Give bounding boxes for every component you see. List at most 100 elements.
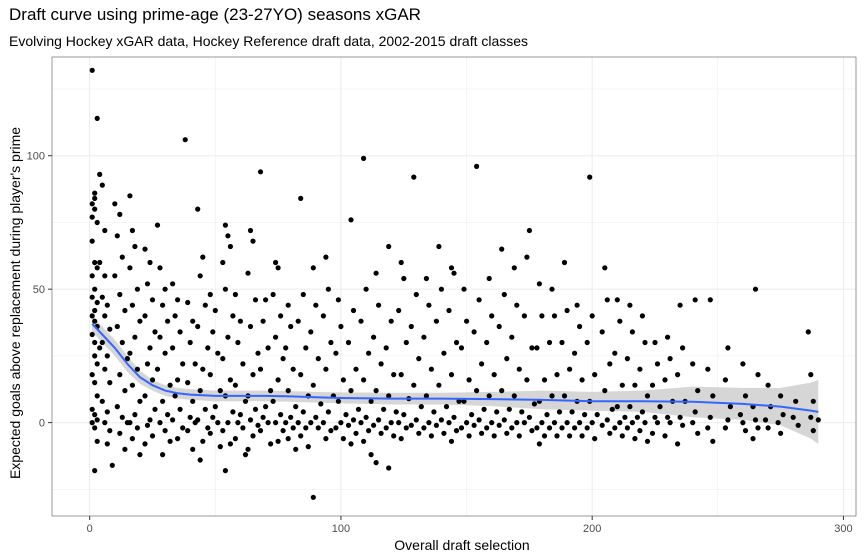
data-point: [225, 420, 231, 426]
data-point: [690, 420, 696, 426]
data-point: [127, 265, 133, 271]
data-point: [386, 465, 392, 471]
x-tick-label: 300: [834, 523, 852, 535]
data-point: [496, 323, 502, 330]
data-point: [242, 452, 249, 458]
data-point: [627, 302, 633, 308]
data-point: [722, 425, 729, 431]
data-point: [323, 366, 329, 372]
data-point: [222, 222, 228, 228]
data-point: [348, 441, 354, 447]
data-point: [255, 350, 261, 356]
data-point: [325, 409, 331, 415]
data-point: [690, 361, 696, 367]
data-point: [104, 409, 110, 415]
data-point: [464, 318, 470, 324]
data-point: [245, 270, 251, 276]
data-point: [310, 265, 316, 271]
data-point: [705, 366, 711, 372]
data-point: [366, 350, 372, 356]
data-point: [428, 366, 434, 372]
data-point: [257, 366, 264, 372]
data-point: [511, 393, 517, 399]
data-point: [235, 420, 241, 426]
data-point: [170, 281, 176, 287]
data-point: [398, 372, 404, 378]
data-point: [579, 433, 585, 439]
data-point: [165, 412, 171, 418]
data-point: [260, 414, 266, 420]
data-point: [511, 265, 517, 271]
data-point: [725, 345, 731, 351]
data-point: [94, 417, 100, 423]
data-point: [280, 356, 286, 362]
data-point: [89, 273, 95, 279]
data-point: [195, 206, 201, 212]
data-point: [411, 174, 417, 180]
data-point: [99, 182, 105, 188]
data-point: [308, 420, 314, 426]
data-point: [200, 254, 206, 260]
data-point: [355, 406, 362, 412]
data-point: [654, 361, 661, 367]
data-point: [411, 382, 417, 388]
data-point: [235, 339, 241, 346]
data-point: [675, 441, 681, 447]
data-point: [376, 302, 382, 308]
data-point: [92, 425, 98, 431]
data-point: [614, 404, 620, 410]
data-point: [403, 339, 409, 346]
data-point: [363, 286, 369, 292]
data-point: [149, 433, 156, 439]
data-point: [632, 382, 638, 388]
data-point: [343, 412, 349, 418]
data-point: [539, 313, 545, 319]
data-point: [677, 302, 683, 308]
data-point: [652, 339, 658, 346]
data-point: [509, 334, 515, 340]
data-point: [388, 420, 394, 426]
data-point: [469, 412, 475, 418]
data-point: [649, 382, 656, 388]
data-point: [190, 398, 196, 404]
data-point: [561, 259, 568, 266]
data-point: [94, 438, 100, 444]
data-point: [255, 422, 261, 428]
data-point: [320, 420, 326, 426]
data-point: [431, 409, 437, 415]
data-point: [632, 436, 638, 442]
data-point: [200, 438, 206, 444]
data-point: [436, 243, 442, 250]
data-point: [501, 291, 507, 298]
data-point: [348, 388, 354, 394]
data-point: [275, 265, 281, 271]
data-point: [149, 377, 156, 383]
data-point: [187, 339, 193, 346]
data-point: [92, 318, 98, 324]
data-point: [162, 350, 168, 356]
data-point: [160, 302, 166, 308]
data-point: [195, 417, 201, 423]
data-point: [202, 406, 208, 412]
data-point: [109, 462, 115, 468]
data-point: [509, 425, 515, 431]
data-point: [350, 417, 357, 423]
data-point: [215, 350, 221, 356]
data-point: [775, 420, 781, 426]
data-point: [396, 307, 402, 314]
data-point: [288, 414, 294, 420]
data-point: [742, 428, 749, 434]
data-points: [89, 67, 821, 500]
data-point: [137, 452, 143, 458]
data-point: [627, 404, 633, 410]
data-point: [177, 406, 183, 412]
axes: 0 100 200 300 0 50 100: [27, 56, 857, 535]
data-point: [727, 404, 734, 410]
data-point: [466, 377, 472, 383]
data-point: [102, 273, 108, 279]
data-point: [180, 361, 186, 367]
data-point: [237, 412, 243, 418]
data-point: [260, 318, 266, 324]
data-point: [102, 420, 108, 426]
